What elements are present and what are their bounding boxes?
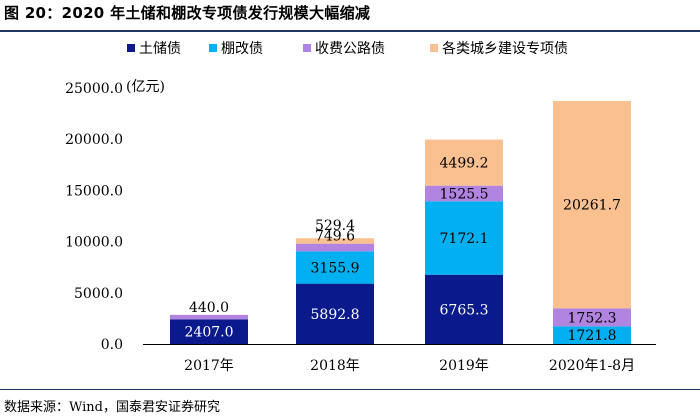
x-tick-label: 2017年 — [184, 358, 234, 374]
data-label-土储债: 2407.0 — [185, 325, 234, 341]
bar-segment-收费公路债-2018年 — [296, 243, 374, 252]
y-tick-label: 20000.0 — [65, 132, 123, 148]
y-axis: 0.0 5000.0 10000.0 15000.0 20000.0 25000.0 — [65, 81, 123, 353]
bar-segment-收费公路债-2020年1-8月 — [553, 308, 631, 327]
legend-label-棚改债: 棚改债 — [221, 41, 263, 57]
chart-title: 图 20：2020 年土储和棚改专项债发行规模大幅缩减 — [4, 4, 371, 22]
y-tick-label: 5000.0 — [74, 286, 123, 302]
bar-segment-土储债-2018年 — [296, 283, 374, 344]
data-label-各类城乡建设专项债: 4499.2 — [440, 156, 489, 172]
data-label-收费公路债: 440.0 — [189, 300, 229, 316]
title-rule — [0, 30, 700, 32]
legend-label-收费公路债: 收费公路债 — [315, 41, 385, 57]
data-label-各类城乡建设专项债: 20261.7 — [563, 198, 621, 214]
bar-segment-土储债-2017年 — [170, 319, 248, 344]
bar-segment-收费公路债-2019年 — [425, 185, 503, 202]
data-label-收费公路债: 749.6 — [315, 229, 355, 245]
legend-swatch-各类城乡建设专项债 — [430, 44, 438, 52]
data-label-棚改债: 1721.8 — [568, 328, 617, 344]
data-label-棚改债: 7172.1 — [440, 231, 489, 247]
legend-label-土储债: 土储债 — [139, 41, 181, 57]
legend-swatch-收费公路债 — [303, 44, 311, 52]
y-axis-unit-label: (亿元) — [126, 79, 165, 95]
y-tick-label: 0.0 — [101, 337, 123, 353]
y-tick-label: 25000.0 — [65, 81, 123, 97]
legend-swatch-土储债 — [127, 44, 135, 52]
bar-segment-各类城乡建设专项债-2020年1-8月 — [553, 100, 631, 309]
bar-segment-各类城乡建设专项债-2019年 — [425, 139, 503, 186]
chart-legend: 土储债 棚改债 收费公路债 各类城乡建设专项债 — [127, 41, 568, 57]
data-label-棚改债: 3155.9 — [311, 260, 360, 276]
bar-segment-棚改债-2018年 — [296, 251, 374, 284]
x-tick-label: 2020年1-8月 — [549, 358, 635, 374]
chart-area: 土储债 棚改债 收费公路债 各类城乡建设专项债 (亿元) 0.0 5000.0 10000… — [65, 41, 656, 374]
x-tick-label: 2019年 — [439, 358, 489, 374]
bar-segment-棚改债-2019年 — [425, 201, 503, 275]
source-rule — [0, 389, 700, 390]
legend-swatch-棚改债 — [209, 44, 217, 52]
data-label-土储债: 6765.3 — [440, 302, 489, 318]
data-label-收费公路债: 1525.5 — [440, 186, 489, 202]
bar-segment-棚改债-2020年1-8月 — [553, 326, 631, 344]
bar-segment-各类城乡建设专项债-2018年 — [296, 238, 374, 244]
data-label-土储债: 5892.8 — [311, 307, 360, 323]
data-label-各类城乡建设专项债: 529.4 — [315, 218, 355, 234]
y-tick-label: 15000.0 — [65, 183, 123, 199]
y-tick-label: 10000.0 — [65, 235, 123, 251]
bar-segment-收费公路债-2017年 — [170, 314, 248, 320]
x-tick-label: 2018年 — [310, 358, 360, 374]
legend-label-各类城乡建设专项债: 各类城乡建设专项债 — [442, 41, 568, 57]
bar-segment-土储债-2019年 — [425, 274, 503, 344]
data-label-收费公路债: 1752.3 — [568, 310, 617, 326]
x-axis: 2017年 2018年 2019年 2020年1-8月 — [143, 344, 656, 374]
data-source-note: 数据来源：Wind，国泰君安证券研究 — [4, 400, 220, 415]
